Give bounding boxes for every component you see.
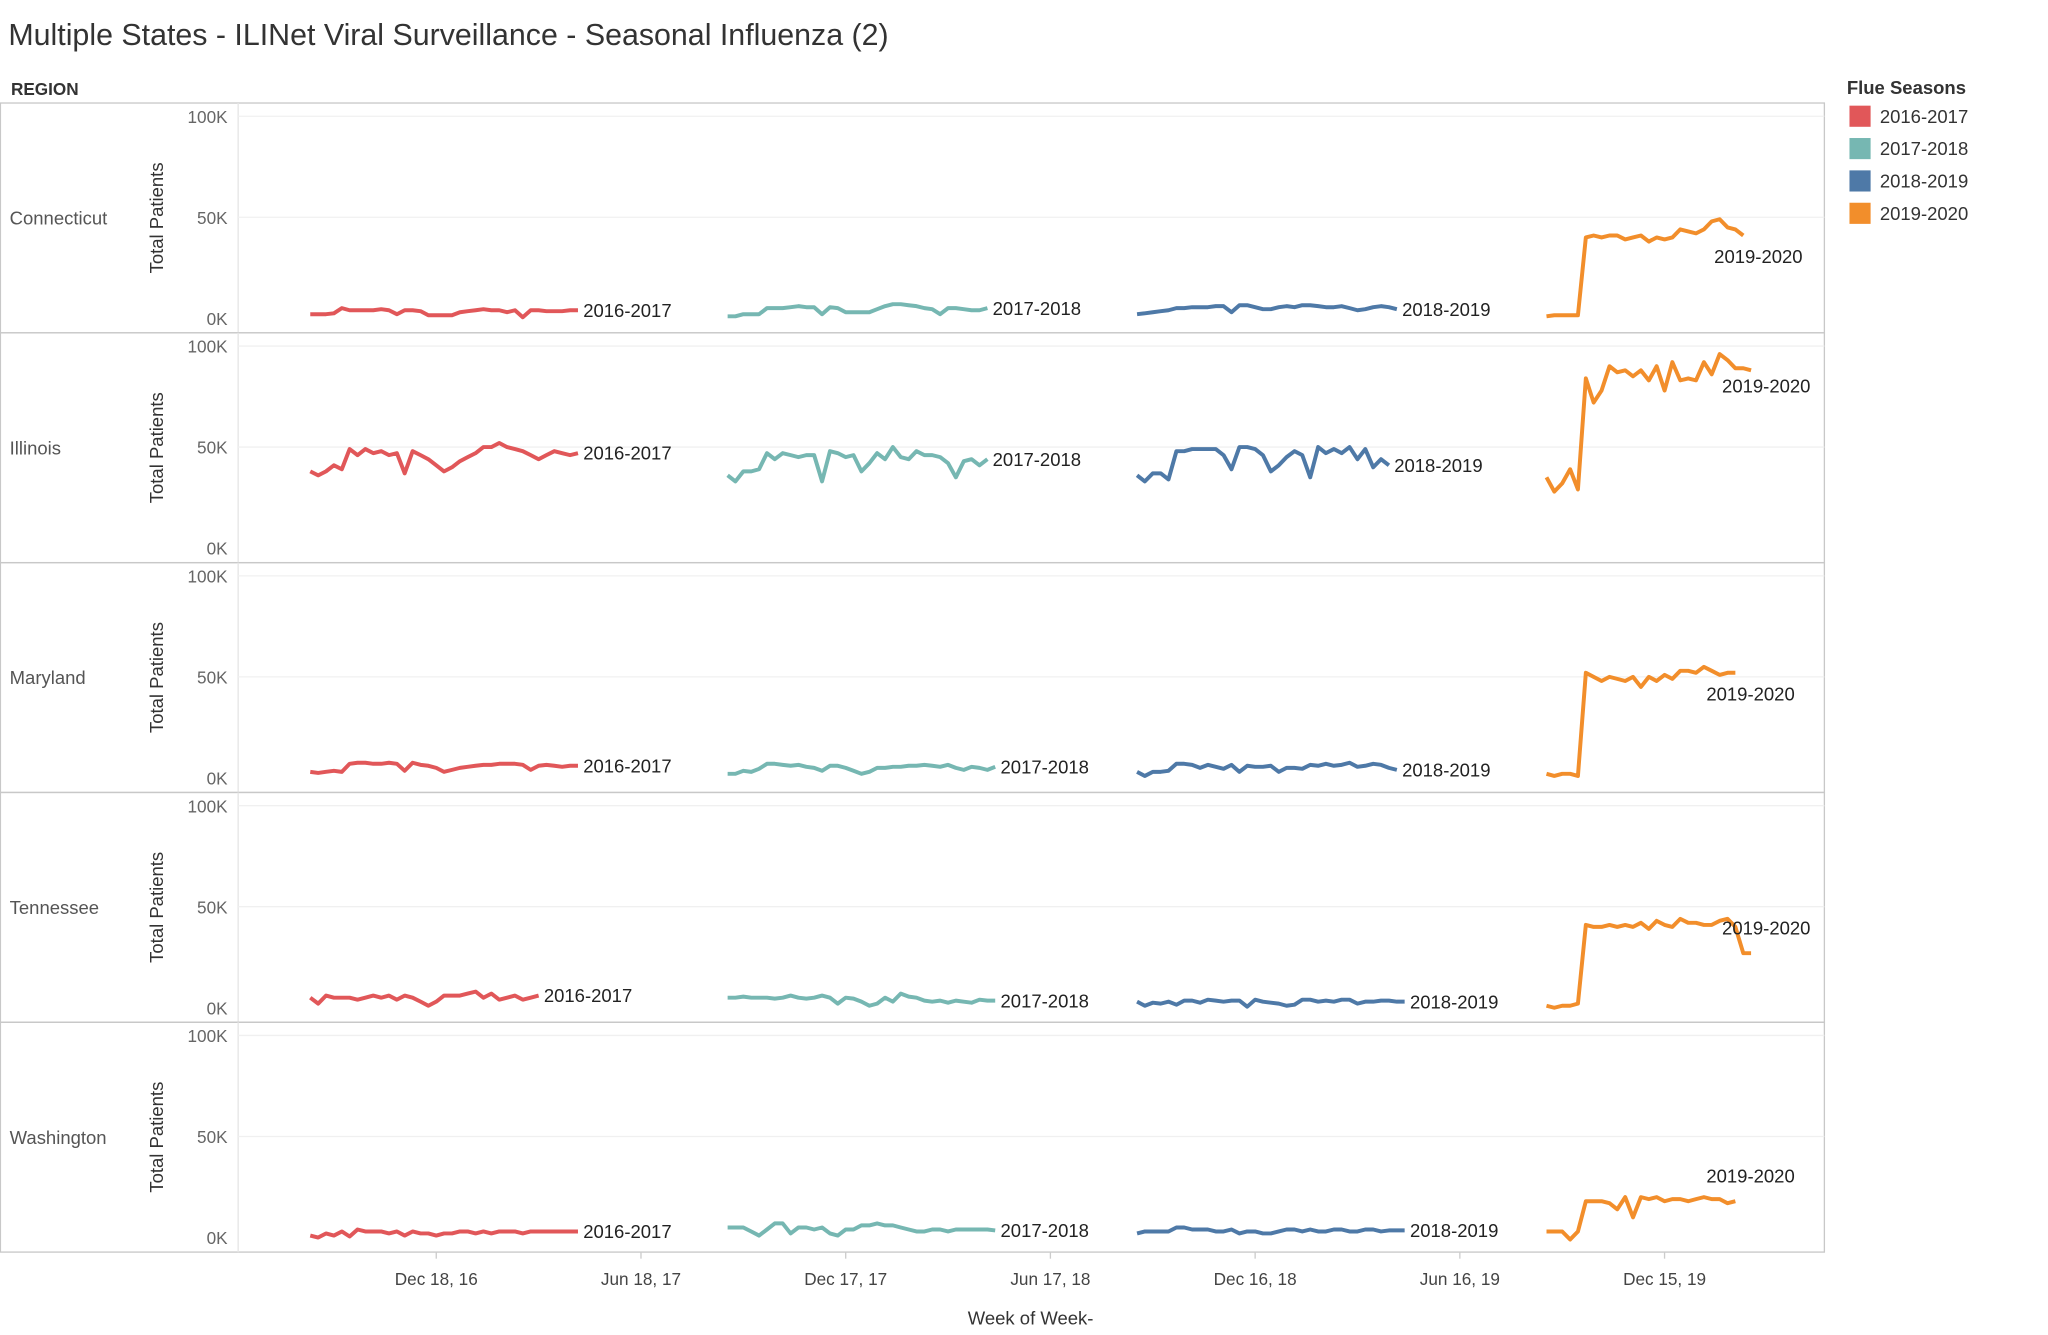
series-line-2018-2019[interactable] — [1136, 997, 1405, 1009]
y-axis-title: Total Patients — [146, 1082, 167, 1193]
x-tick-label: Jun 16, 19 — [1420, 1269, 1500, 1289]
y-tick-label: 0K — [207, 309, 229, 329]
series-line-2019-2020[interactable] — [1546, 1195, 1736, 1242]
region-label: Connecticut — [10, 208, 108, 229]
x-axis: Dec 18, 16 Jun 18, 17 Dec 17, 17 Jun 17, 18… — [395, 1252, 1706, 1289]
series-line-2017-2018[interactable] — [727, 761, 996, 776]
legend-swatch — [1849, 202, 1871, 224]
y-tick-label: 50K — [197, 667, 228, 687]
series-end-label: 2018-2019 — [1402, 759, 1490, 780]
series-end-label: 2017-2018 — [1001, 1220, 1089, 1241]
series-line-2018-2019[interactable] — [1136, 303, 1398, 317]
y-tick-label: 100K — [188, 796, 229, 816]
region-label: Illinois — [10, 437, 61, 458]
y-tick-label: 100K — [188, 337, 229, 357]
series-line-2016-2017[interactable] — [309, 1227, 578, 1240]
panel-maryland: 0K 50K 100K Maryland Total Patients 2016-2017… — [0, 561, 1826, 794]
series-line-2016-2017[interactable] — [309, 440, 579, 478]
series-end-label: 2016-2017 — [544, 985, 632, 1006]
y-tick-label: 0K — [207, 998, 229, 1018]
panels: 0K 50K 100K Connecticut Total Patients 2016-2… — [0, 102, 1826, 1253]
x-axis-title: Week of Week- — [968, 1308, 1094, 1329]
y-tick-label: 50K — [197, 208, 228, 228]
series-end-label: 2017-2018 — [993, 298, 1081, 319]
y-axis-title: Total Patients — [146, 852, 167, 963]
panel-illinois: 0K 50K 100K Illinois Total Patients 2016-2017… — [0, 332, 1826, 564]
series-end-label: 2019-2020 — [1722, 376, 1810, 397]
legend-swatch — [1849, 138, 1871, 160]
legend: Flue Seasons 2016-2017 2017-2018 2018-2019… — [1847, 77, 1968, 224]
x-tick-label: Dec 18, 16 — [395, 1269, 478, 1289]
row-header: REGION — [11, 79, 79, 99]
chart-title: Multiple States - ILINet Viral Surveilla… — [8, 19, 888, 52]
series-end-label: 2019-2020 — [1722, 918, 1810, 939]
series-end-label: 2016-2017 — [583, 300, 671, 321]
panel-connecticut: 0K 50K 100K Connecticut Total Patients 2016-2… — [0, 102, 1826, 334]
series-end-label: 2016-2017 — [583, 1221, 671, 1242]
series-line-2019-2020[interactable] — [1545, 664, 1736, 778]
y-tick-label: 100K — [188, 1026, 229, 1046]
series-end-label: 2018-2019 — [1394, 455, 1482, 476]
y-tick-label: 0K — [207, 1228, 229, 1248]
series-line-2019-2020[interactable] — [1546, 916, 1752, 1010]
series-end-label: 2017-2018 — [1001, 756, 1089, 777]
y-tick-label: 50K — [197, 897, 228, 917]
x-tick-label: Dec 16, 18 — [1214, 1269, 1297, 1289]
series-line-2019-2020[interactable] — [1546, 217, 1745, 319]
series-end-label: 2019-2020 — [1706, 1166, 1794, 1187]
legend-item-label[interactable]: 2018-2019 — [1880, 171, 1968, 192]
y-tick-label: 100K — [188, 107, 229, 127]
panel-washington: 0K 50K 100K Washington Total Patients 2016-20… — [0, 1021, 1826, 1253]
series-line-2018-2019[interactable] — [1135, 445, 1391, 484]
y-tick-label: 50K — [197, 1127, 228, 1147]
legend-item-label[interactable]: 2016-2017 — [1880, 106, 1968, 127]
series-line-2017-2018[interactable] — [727, 302, 988, 319]
y-axis-title: Total Patients — [146, 392, 167, 503]
y-tick-label: 0K — [207, 539, 229, 559]
series-line-2018-2019[interactable] — [1136, 760, 1398, 778]
series-line-2016-2017[interactable] — [310, 306, 578, 320]
series-end-label: 2018-2019 — [1410, 1220, 1498, 1241]
series-line-2019-2020[interactable] — [1544, 352, 1752, 494]
series-end-label: 2018-2019 — [1402, 299, 1490, 320]
series-end-label: 2018-2019 — [1410, 991, 1498, 1012]
series-line-2016-2017[interactable] — [309, 989, 540, 1008]
y-tick-label: 50K — [197, 438, 228, 458]
x-tick-label: Dec 15, 19 — [1623, 1269, 1706, 1289]
series-end-label: 2017-2018 — [993, 449, 1081, 470]
series-end-label: 2017-2018 — [1001, 990, 1089, 1011]
y-axis-title: Total Patients — [146, 162, 167, 273]
x-tick-label: Jun 18, 17 — [601, 1269, 681, 1289]
x-tick-label: Dec 17, 17 — [804, 1269, 887, 1289]
series-line-2017-2018[interactable] — [727, 991, 996, 1008]
legend-swatch — [1849, 170, 1871, 192]
legend-title: Flue Seasons — [1847, 77, 1966, 98]
series-line-2016-2017[interactable] — [310, 760, 578, 775]
series-line-2017-2018[interactable] — [727, 1221, 996, 1238]
series-end-label: 2016-2017 — [583, 755, 671, 776]
series-line-2018-2019[interactable] — [1136, 1225, 1405, 1236]
region-label: Washington — [10, 1127, 107, 1148]
y-tick-label: 0K — [207, 769, 229, 789]
series-end-label: 2019-2020 — [1706, 684, 1794, 705]
series-line-2017-2018[interactable] — [726, 445, 989, 484]
legend-item-label[interactable]: 2017-2018 — [1880, 138, 1968, 159]
region-label: Tennessee — [10, 897, 99, 918]
series-end-label: 2019-2020 — [1714, 246, 1802, 267]
y-tick-label: 100K — [188, 566, 229, 586]
series-end-label: 2016-2017 — [583, 443, 671, 464]
region-label: Maryland — [10, 667, 86, 688]
x-tick-label: Jun 17, 18 — [1010, 1269, 1090, 1289]
legend-item-label[interactable]: 2019-2020 — [1880, 203, 1968, 224]
y-axis-title: Total Patients — [146, 622, 167, 733]
panel-tennessee: 0K 50K 100K Tennessee Total Patients 2016-201… — [0, 791, 1826, 1023]
legend-swatch — [1849, 105, 1871, 127]
